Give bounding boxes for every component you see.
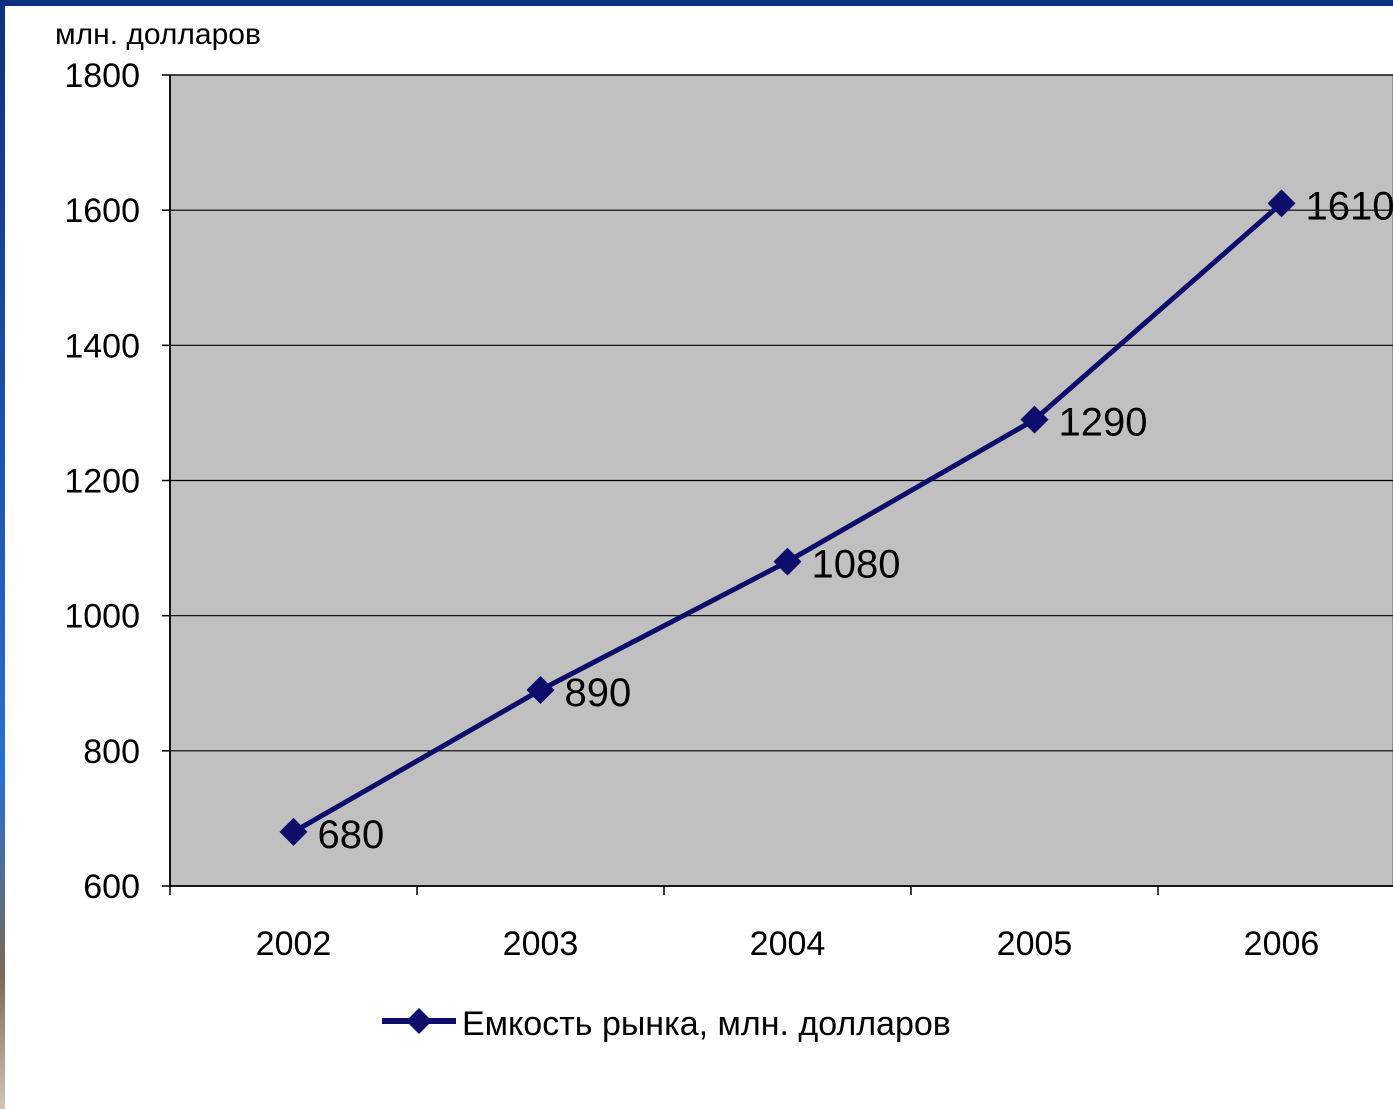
y-tick-label: 1200: [64, 463, 140, 501]
gridlines: [170, 74, 1393, 752]
data-label: 1290: [1059, 401, 1148, 445]
data-point-marker: [1267, 189, 1296, 218]
x-tick-label: 2005: [997, 925, 1073, 963]
data-point-marker: [773, 547, 802, 576]
data-point-marker: [279, 817, 308, 846]
legend: Емкость рынка, млн. долларов: [382, 1005, 951, 1043]
data-label: 1080: [812, 543, 901, 587]
legend-series-name: Емкость рынка, млн. долларов: [462, 1005, 951, 1043]
legend-diamond-icon: [406, 1008, 432, 1034]
x-tick-label: 2003: [503, 925, 579, 963]
x-tick-label: 2004: [750, 925, 826, 963]
data-point-marker: [526, 676, 555, 705]
slide-left-border: [0, 0, 5, 1109]
data-label: 890: [565, 671, 632, 715]
y-tick-label: 1800: [64, 57, 140, 95]
data-label: 1610: [1306, 184, 1393, 228]
y-tick-label: 1400: [64, 327, 140, 365]
y-axis-unit-label: млн. долларов: [55, 18, 261, 51]
y-tick-label: 1000: [64, 598, 140, 636]
y-tick-label: 800: [83, 733, 140, 771]
y-tick-label: 1600: [64, 192, 140, 230]
series-layer: 680 890 1080 1290 1610: [279, 184, 1393, 857]
x-tick-label: 2006: [1244, 925, 1320, 963]
x-axis-ticks: 2002 2003 2004 2005 2006: [169, 886, 1320, 963]
data-label: 680: [318, 813, 385, 857]
y-tick-label: 600: [83, 868, 140, 906]
y-axis-ticks: 600 800 1000 1200 1400 1600 1800: [64, 57, 170, 906]
data-point-marker: [1020, 405, 1049, 434]
slide-top-border: [0, 0, 1393, 6]
x-tick-label: 2002: [256, 925, 332, 963]
